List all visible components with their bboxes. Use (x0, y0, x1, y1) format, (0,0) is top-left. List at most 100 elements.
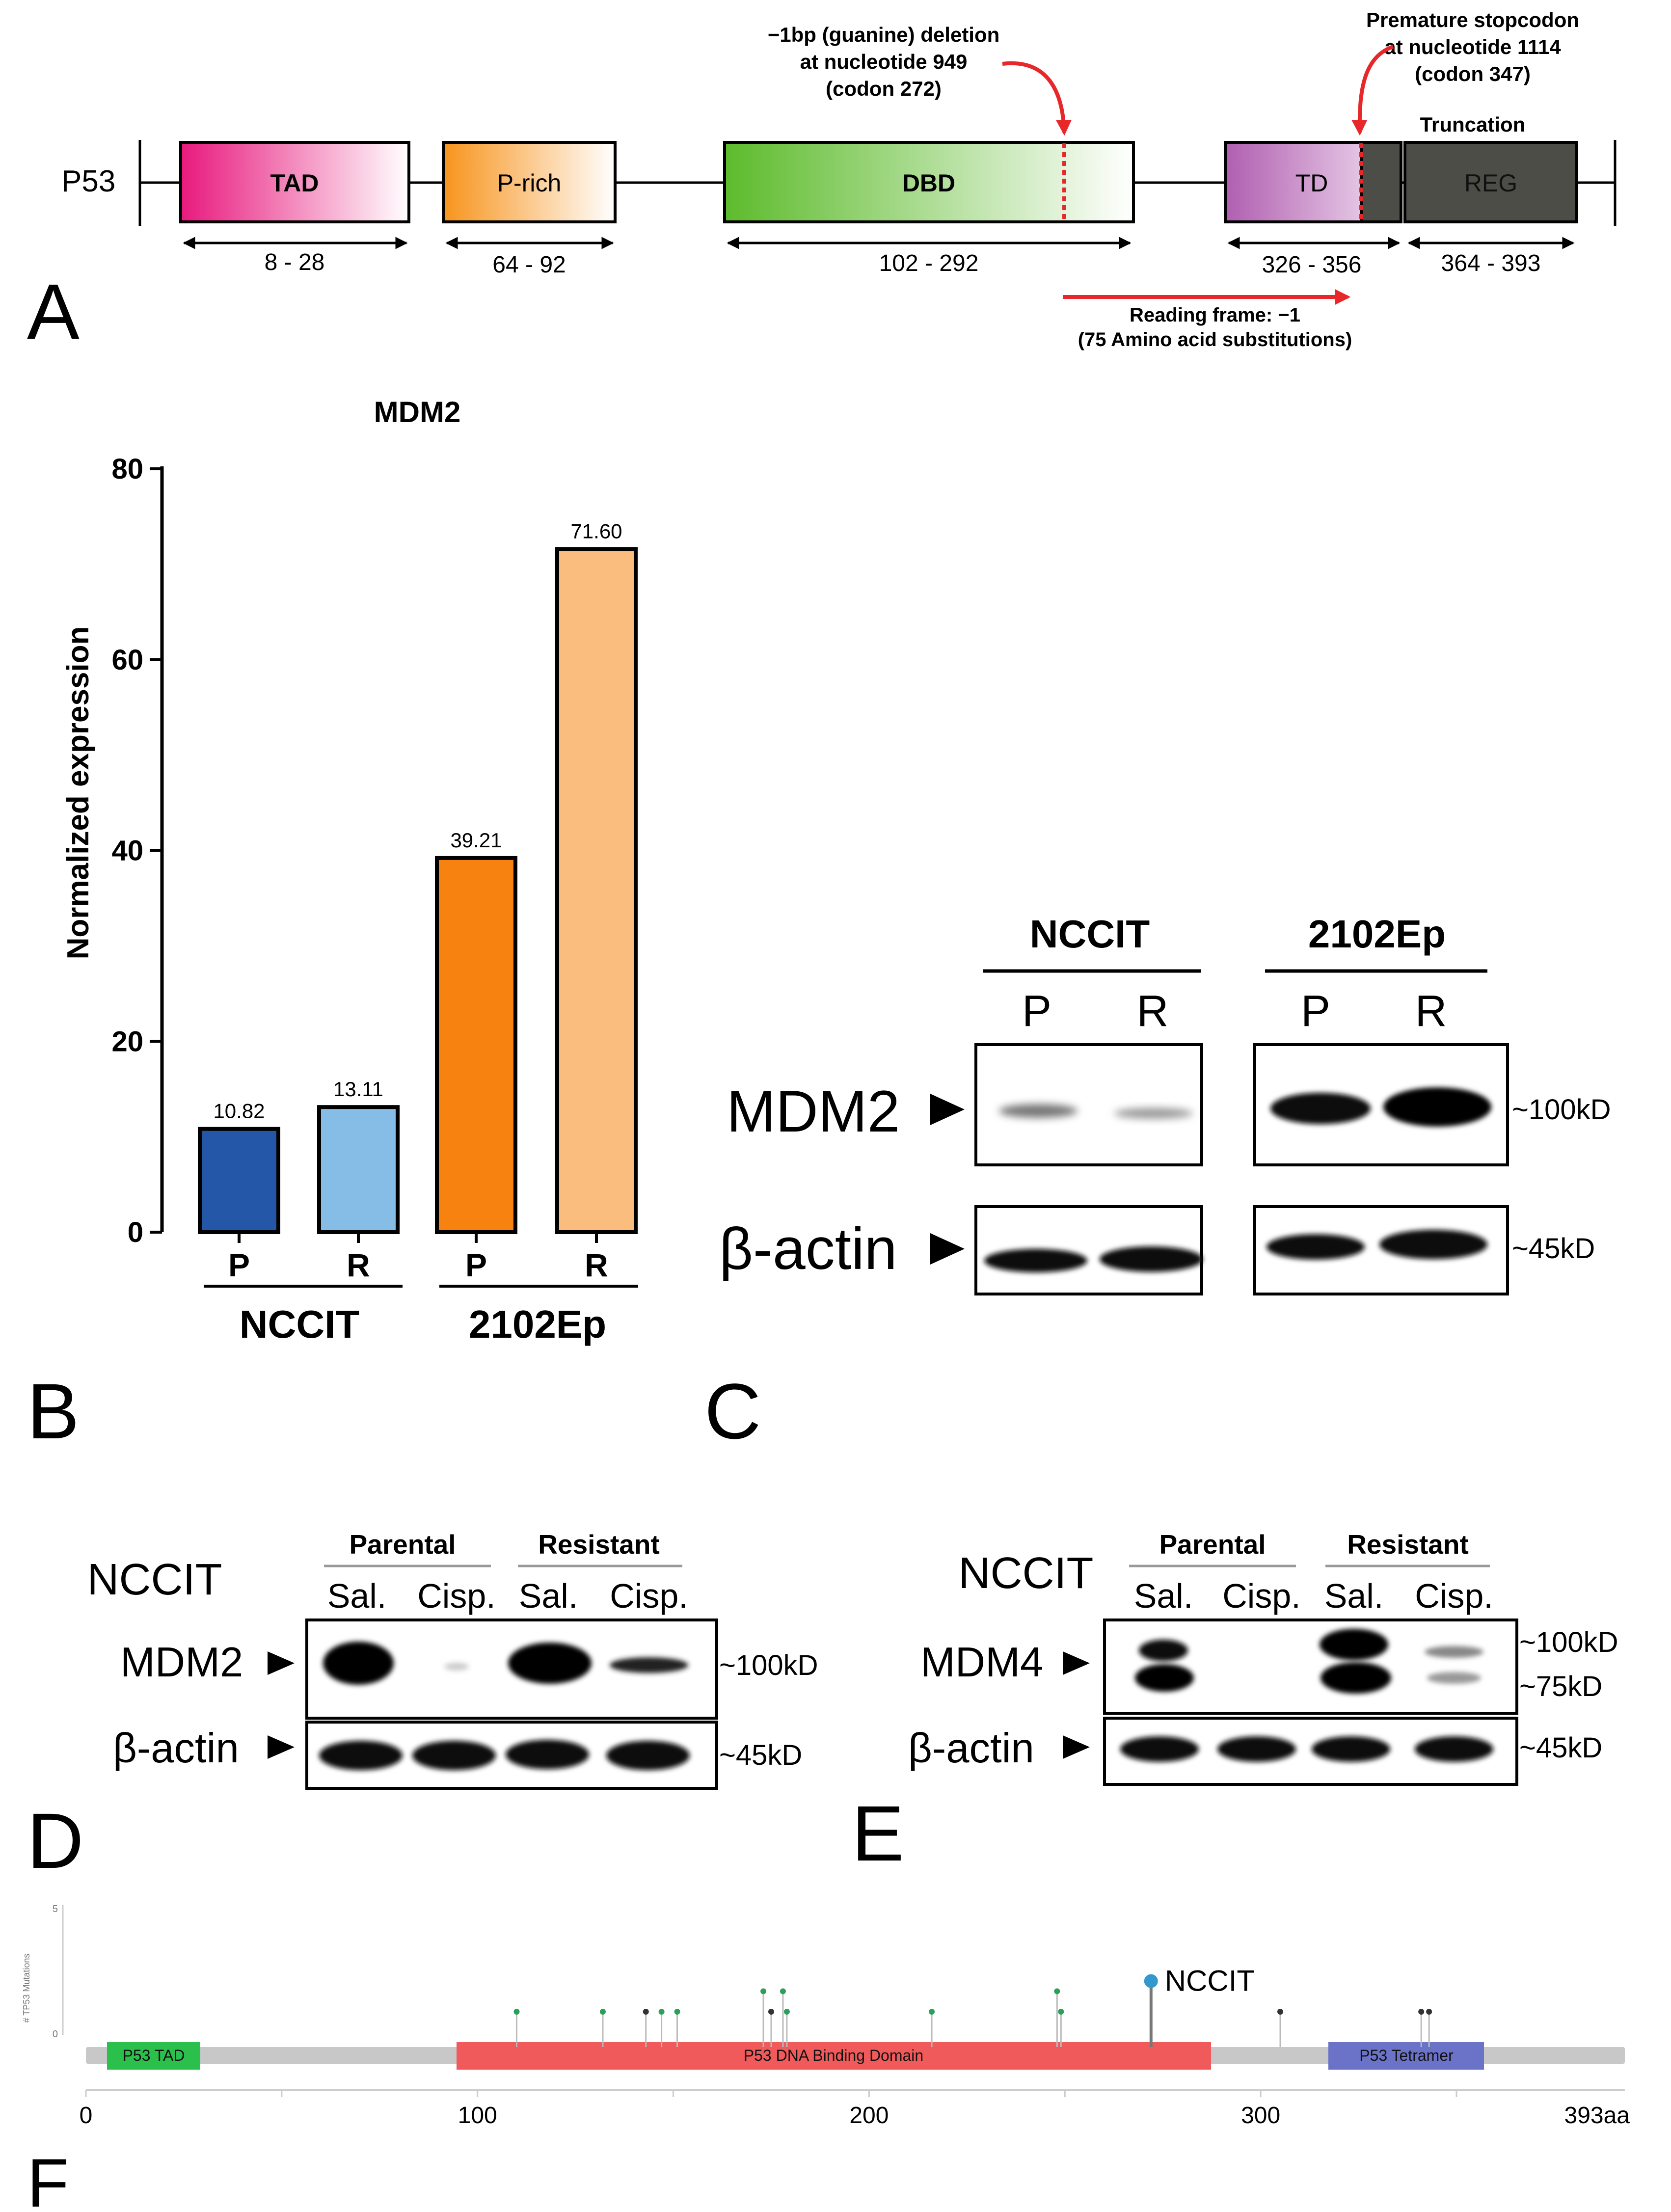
blot-band (412, 1741, 496, 1770)
blot-band (319, 1741, 403, 1770)
chart-title: MDM2 (374, 396, 461, 429)
blot-band (1320, 1629, 1388, 1660)
lane-label: Cisp. (417, 1577, 495, 1615)
condition-parental: Parental (349, 1529, 456, 1560)
blot-band (1267, 1234, 1365, 1260)
panel-a-letter: A (27, 268, 80, 355)
y-axis-label: Normalized expression (61, 626, 95, 960)
bar (555, 547, 638, 1234)
panel-c-letter: C (704, 1367, 761, 1455)
highlighted-mutation-dot (1144, 1974, 1158, 1988)
condition-resistant: Resistant (538, 1529, 660, 1560)
mutation-dot (643, 2009, 649, 2015)
bar-value-label: 13.11 (333, 1078, 383, 1101)
blot-band (606, 1741, 690, 1770)
blot-band (1114, 1108, 1193, 1119)
protein-label: P53 (61, 164, 115, 198)
blot-band (1217, 1736, 1296, 1762)
blot-band (1427, 1672, 1481, 1684)
domain-tetramer-box (1328, 2042, 1484, 2070)
blot-band (323, 1642, 394, 1685)
row-label-mdm2: MDM2 (120, 1639, 243, 1686)
domain-dbd-box (457, 2042, 1211, 2070)
lane-label: Cisp. (610, 1577, 688, 1615)
y-tick-label: 0 (128, 1216, 143, 1248)
x-tick-label: 0 (80, 2103, 93, 2129)
range-reg: 364 - 393 (1441, 250, 1541, 276)
range-td: 326 - 356 (1262, 252, 1362, 278)
row-label-actin: β-actin (719, 1216, 897, 1282)
deletion-arrow (1002, 61, 1072, 136)
range-p-rich: 64 - 92 (492, 252, 566, 278)
blot-band (1312, 1736, 1390, 1762)
blot-band (1100, 1246, 1203, 1272)
bar-value-label: 39.21 (450, 829, 502, 852)
mutation-marks: NCCIT (513, 1965, 1432, 2047)
blot-frame (974, 1043, 1203, 1166)
stop-arrow (1351, 45, 1394, 136)
size-marker: ~45kD (1512, 1233, 1595, 1265)
x-tick-label: 393aa (1564, 2103, 1630, 2129)
domain-reg-label: REG (1464, 169, 1517, 197)
blot-band (984, 1249, 1087, 1272)
truncation-label: Truncation (1420, 113, 1526, 136)
blot-band (1415, 1736, 1493, 1762)
panel-d-letter: D (27, 1797, 84, 1885)
row-pointer-actin (1063, 1735, 1090, 1759)
row-pointer-mdm2 (930, 1094, 965, 1125)
mutation-dot (929, 2009, 935, 2015)
bar-value-label: 10.82 (213, 1100, 265, 1123)
mutation-dot (674, 2009, 680, 2015)
y-tick-label: 80 (111, 453, 143, 485)
row-pointer-actin (268, 1735, 295, 1759)
blot-band (1383, 1087, 1491, 1127)
mutation-dot (658, 2009, 665, 2015)
mutation-dot (780, 1988, 786, 1995)
blot-band (1425, 1646, 1483, 1658)
mutation-dot (1054, 1988, 1060, 1995)
mutation-dot (1426, 2009, 1432, 2015)
mutation-dot (783, 2009, 790, 2015)
row-label-actin: β-actin (113, 1725, 239, 1772)
blot-band (444, 1663, 469, 1671)
lane-label: P (1301, 987, 1330, 1036)
bar (317, 1105, 400, 1234)
row-pointer-actin (930, 1233, 965, 1265)
condition-parental: Parental (1159, 1529, 1266, 1560)
lane-label: Cisp. (1222, 1577, 1300, 1615)
group-label-nccit: NCCIT (240, 1302, 360, 1346)
domain-tad-box-label: P53 TAD (123, 2047, 185, 2064)
panel-b-letter: B (27, 1367, 80, 1455)
blot-band (1379, 1230, 1487, 1259)
y-tick-label: 20 (111, 1025, 143, 1057)
stop-note-line-1: Premature stopcodon (1366, 8, 1579, 31)
x-tick-label: 100 (458, 2103, 497, 2129)
mutation-label: NCCIT (1165, 1965, 1255, 1997)
deletion-note-line-2: at nucleotide 949 (800, 50, 968, 73)
y-tick-label: 0 (53, 2029, 58, 2040)
domain-dbd-box-label: P53 DNA Binding Domain (744, 2047, 923, 2064)
size-marker: ~100kD (1512, 1094, 1611, 1126)
lane-label: R (1137, 987, 1169, 1036)
domain-tetramer-box-label: P53 Tetramer (1359, 2047, 1454, 2064)
blot-band (1120, 1736, 1199, 1762)
lane-label: Sal. (327, 1577, 387, 1615)
blot-band (1270, 1093, 1371, 1124)
lane-label: Cisp. (1415, 1577, 1493, 1615)
blot-band (1321, 1662, 1391, 1694)
group-label-nccit: NCCIT (1030, 912, 1150, 956)
x-tick-label: P (228, 1247, 250, 1283)
blot-band (610, 1657, 688, 1673)
blot-band (508, 1643, 592, 1684)
range-tad: 8 - 28 (265, 249, 325, 275)
lane-label: P (1022, 987, 1051, 1036)
chart-marks: 0 20 40 60 80 10.82 P 13.11 R 39.21 P 71.60 R (111, 453, 638, 1283)
row-label-mdm4: MDM4 (920, 1639, 1043, 1686)
deletion-note-line-3: (codon 272) (826, 77, 942, 100)
size-marker: ~45kD (719, 1739, 802, 1771)
bar-value-label: 71.60 (570, 519, 622, 542)
cell-line-label: NCCIT (87, 1555, 222, 1604)
